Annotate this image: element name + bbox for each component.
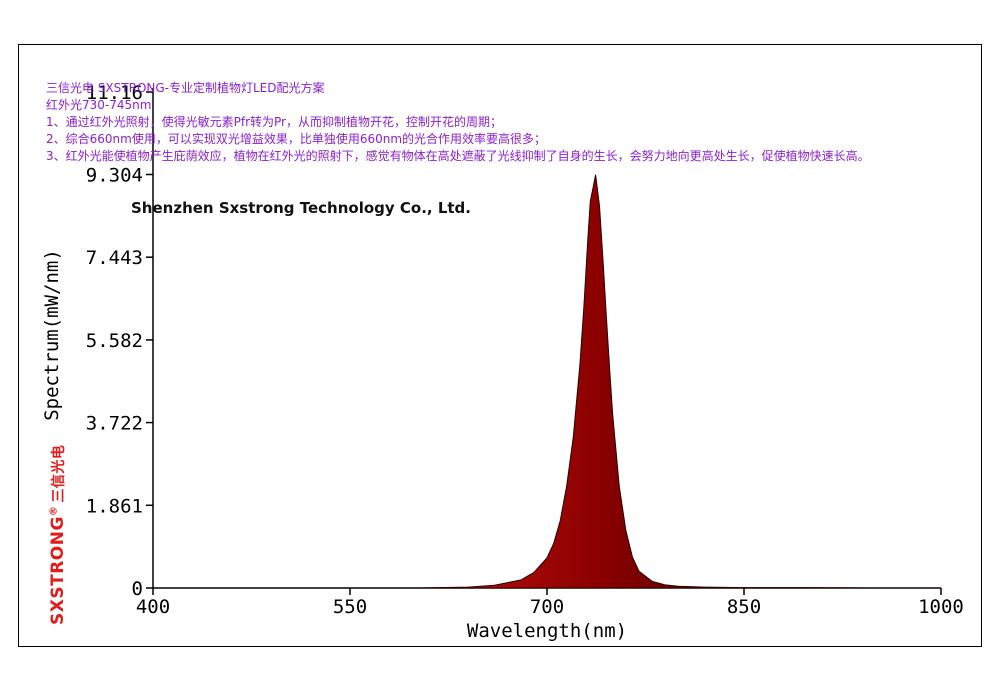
x-axis-title: Wavelength(nm) xyxy=(467,620,627,642)
x-tick-label: 550 xyxy=(333,596,367,618)
y-tick-label: 5.582 xyxy=(86,330,143,352)
note-line-3: 1、通过红外光照射，使得光敏元素Pfr转为Pr，从而抑制植物开花，控制开花的周期… xyxy=(46,114,502,129)
spectrum-area xyxy=(415,174,941,589)
y-tick-label: 0 xyxy=(132,578,143,600)
brand-logo: SXSTRONG® 三信光电 xyxy=(48,445,68,625)
x-tick-label: 850 xyxy=(727,596,761,618)
x-tick-label: 400 xyxy=(136,596,170,618)
chart-frame xyxy=(18,44,982,647)
x-tick-label: 1000 xyxy=(918,596,964,618)
brand-name: SXSTRONG xyxy=(48,516,68,625)
y-tick-label: 3.722 xyxy=(86,413,143,435)
y-axis-title: Spectrum(mW/nm) xyxy=(41,249,63,421)
note-line-1: 三信光电 SXSTRONG-专业定制植物灯LED配光方案 xyxy=(46,80,325,95)
note-line-5: 3、红外光能使植物产生庇荫效应，植物在红外光的照射下，感觉有物体在高处遮蔽了光线… xyxy=(46,148,870,163)
note-line-2: 红外光730-745nm xyxy=(46,97,151,112)
brand-chinese-name: 三信光电 xyxy=(51,444,67,503)
y-tick-label: 9.304 xyxy=(86,164,143,186)
y-tick-label: 7.443 xyxy=(86,247,143,269)
company-name: Shenzhen Sxstrong Technology Co., Ltd. xyxy=(131,199,471,217)
note-line-4: 2、综合660nm使用，可以实现双光增益效果，比单独使用660nm的光合作用效率… xyxy=(46,131,546,146)
x-tick-label: 700 xyxy=(530,596,564,618)
registered-mark: ® xyxy=(48,505,60,517)
y-tick-label: 1.861 xyxy=(86,495,143,517)
y-tick-label: 11.16 xyxy=(86,82,143,104)
